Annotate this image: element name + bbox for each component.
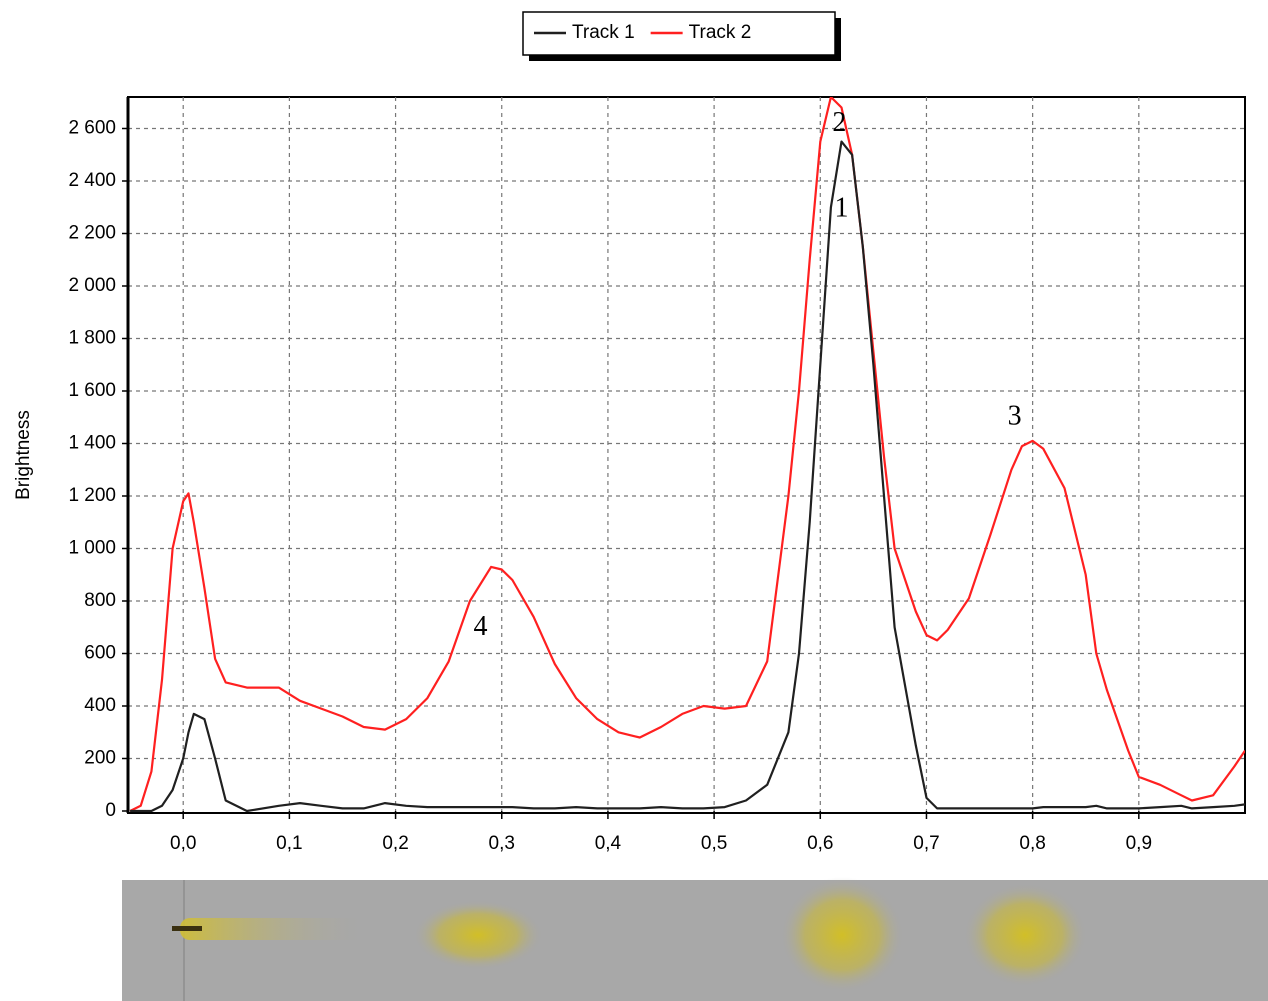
x-tick-label: 0,2 [382, 833, 408, 854]
y-tick-label: 0 [105, 800, 116, 821]
x-tick-label: 0,3 [489, 833, 515, 854]
plate-spot [780, 877, 904, 993]
x-tick-label: 0,6 [807, 833, 833, 854]
y-tick-label: 2 400 [68, 170, 116, 191]
plate-spot [963, 883, 1087, 987]
annotation: 3 [1008, 401, 1022, 432]
x-tick-label: 0,8 [1019, 833, 1045, 854]
y-tick-label: 400 [84, 695, 116, 716]
y-tick-label: 2 600 [68, 118, 116, 139]
x-tick-label: 0,0 [170, 833, 196, 854]
plot-frame [128, 97, 1245, 813]
plate-background [122, 880, 1268, 1001]
x-tick-label: 0,1 [276, 833, 302, 854]
annotation: 2 [832, 107, 846, 138]
plate-spot [413, 900, 543, 970]
x-tick-label: 0,7 [913, 833, 939, 854]
y-tick-label: 1 600 [68, 380, 116, 401]
plate-image [122, 877, 1268, 1001]
y-tick-label: 800 [84, 590, 116, 611]
plate-streak [180, 918, 370, 940]
y-tick-label: 1 000 [68, 538, 116, 559]
legend: Track 1 Track 2 [523, 12, 841, 61]
y-tick-label: 1 800 [68, 328, 116, 349]
y-tick-label: 1 400 [68, 433, 116, 454]
legend-label: Track 2 [689, 22, 752, 43]
chart: Brightness Track 1 Track 2 0 200 400 600 800 1… [0, 0, 1268, 1001]
y-tick-label: 200 [84, 748, 116, 769]
legend-label: Track 1 [572, 22, 635, 43]
x-tick-label: 0,5 [701, 833, 727, 854]
y-tick-label: 1 200 [68, 485, 116, 506]
x-tick-label: 0,4 [595, 833, 622, 854]
annotation: 4 [474, 611, 488, 642]
x-tick-label: 0,9 [1126, 833, 1152, 854]
y-tick-label: 2 000 [68, 275, 116, 296]
y-tick-label: 2 200 [68, 223, 116, 244]
plate-start-mark [172, 926, 202, 931]
y-axis-title: Brightness [13, 410, 34, 500]
annotation: 1 [835, 192, 849, 223]
y-tick-label: 600 [84, 643, 116, 664]
